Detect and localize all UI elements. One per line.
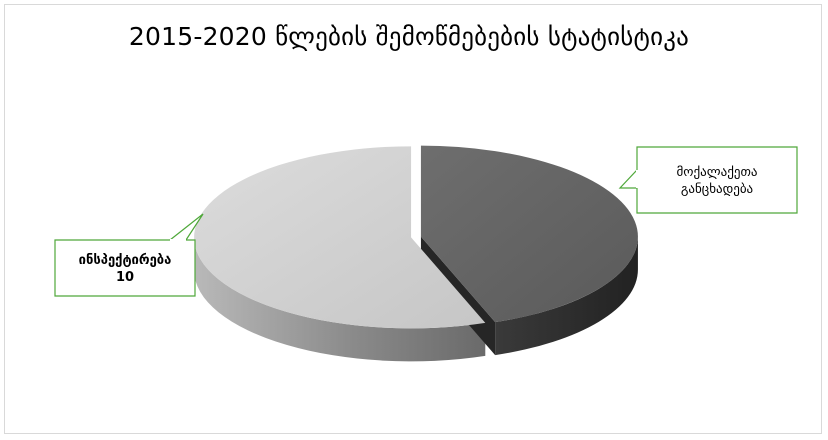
chart-area — [4, 4, 822, 434]
data-label-pointer — [618, 169, 638, 189]
pie-slice — [194, 146, 486, 329]
pie-slice-side — [194, 237, 486, 362]
data-label-category: ინსპექტირება — [79, 253, 172, 268]
data-label-category: მოქალაქეთა — [677, 165, 758, 180]
data-label-box — [54, 239, 196, 297]
data-label-category: განცხადება — [681, 182, 753, 197]
pie-slice-side — [495, 236, 638, 356]
data-label-value: 10 — [116, 270, 134, 285]
chart-title: 2015-2020 წლების შემოწმებების სტატისტიკა — [128, 22, 690, 51]
data-label-box — [636, 146, 798, 214]
pie-slice — [420, 145, 638, 323]
data-labels: მოქალაქეთა განცხადება ინსპექტირება 10 — [54, 146, 798, 297]
data-label-pointer — [169, 213, 204, 241]
pie-slices — [194, 145, 638, 362]
